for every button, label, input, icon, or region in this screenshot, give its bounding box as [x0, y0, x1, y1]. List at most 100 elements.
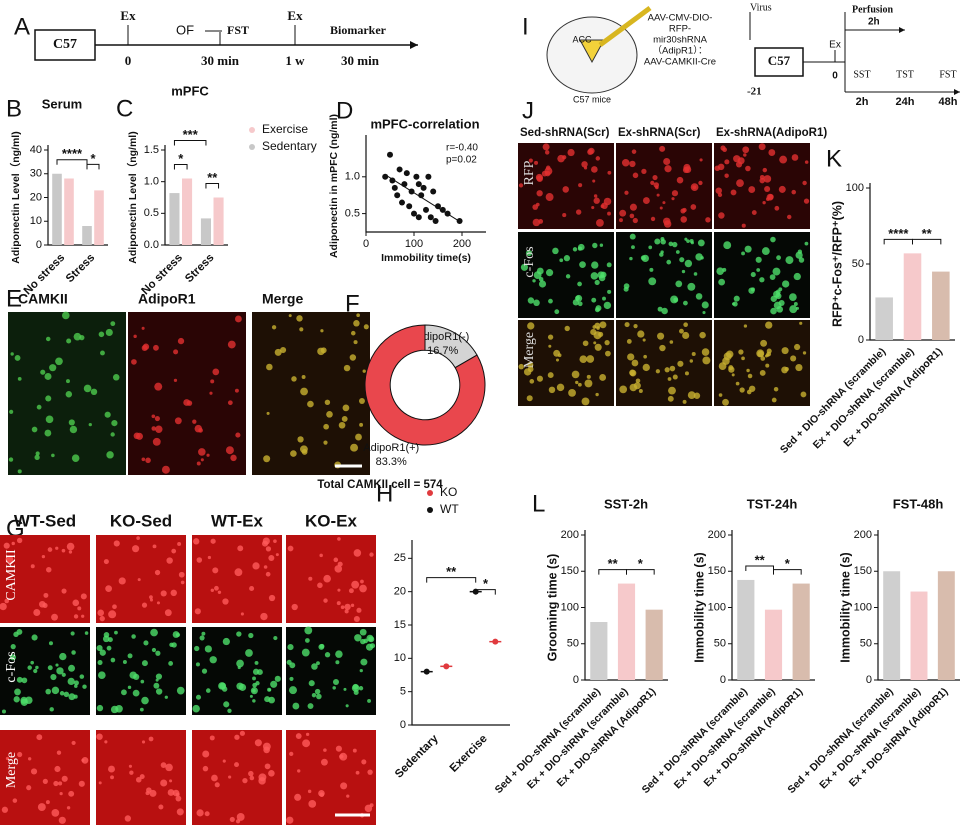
cell	[252, 682, 257, 688]
cell	[41, 554, 46, 559]
cell	[355, 770, 360, 775]
cell	[121, 689, 127, 696]
cell	[240, 612, 244, 616]
cell	[772, 267, 781, 276]
label: Virus	[750, 2, 772, 13]
bar	[590, 622, 608, 680]
cell	[248, 770, 254, 777]
cell	[598, 331, 604, 337]
cell	[148, 736, 154, 742]
cell	[139, 774, 145, 780]
point	[387, 151, 393, 158]
bar	[932, 271, 950, 340]
cell	[603, 301, 612, 310]
sig-bracket	[205, 183, 220, 189]
cell	[299, 327, 304, 332]
cell	[0, 602, 7, 611]
cell	[359, 422, 364, 427]
cell	[229, 816, 235, 822]
cell	[141, 457, 146, 462]
cell	[595, 156, 601, 161]
cell	[664, 165, 672, 173]
panel-letter: H	[376, 480, 393, 507]
cell	[605, 350, 611, 357]
cell	[40, 369, 46, 375]
cell	[795, 363, 803, 372]
cell	[68, 419, 75, 426]
cell	[743, 324, 748, 328]
cell	[548, 298, 553, 304]
cell	[802, 351, 807, 355]
cell	[66, 806, 71, 810]
syringe	[598, 5, 652, 48]
cell	[149, 789, 157, 797]
cell	[83, 384, 92, 393]
cell	[340, 605, 345, 610]
cell	[669, 365, 676, 372]
cell	[73, 332, 82, 341]
label: 100um	[777, 416, 795, 422]
cell	[771, 397, 777, 403]
label: 0	[125, 53, 132, 68]
cell	[681, 269, 686, 274]
label: （AdipR1）：	[653, 45, 708, 57]
cell	[353, 689, 359, 695]
cell	[207, 555, 212, 560]
cell	[590, 272, 599, 280]
cell	[81, 757, 89, 764]
y-tick-label: 0	[858, 334, 864, 346]
cell	[594, 343, 602, 351]
cell	[638, 388, 643, 393]
cell	[151, 426, 156, 431]
y-tick-label: 150	[561, 565, 579, 577]
cell	[641, 168, 647, 175]
cell	[170, 589, 177, 597]
cell	[556, 383, 565, 392]
cell	[664, 367, 670, 373]
cell	[139, 707, 144, 712]
cell	[319, 553, 323, 558]
cell	[699, 158, 703, 162]
sig-label: **	[446, 564, 457, 579]
cell	[626, 339, 632, 344]
cell	[326, 411, 333, 418]
cell	[25, 696, 33, 704]
cell	[44, 372, 52, 380]
cell	[337, 588, 341, 592]
cell	[564, 325, 570, 332]
panel-letter: B	[6, 95, 22, 122]
cell	[262, 742, 271, 751]
cell	[316, 693, 322, 700]
cell	[152, 437, 161, 446]
cell	[526, 395, 533, 402]
bar	[200, 218, 211, 245]
annotation: p=0.02	[446, 155, 477, 166]
cell	[152, 544, 157, 549]
chart-title: FST-48h	[893, 496, 944, 511]
cell	[607, 211, 611, 216]
row-label: CAMKII	[4, 549, 19, 601]
cell	[168, 661, 174, 666]
cell	[764, 185, 771, 193]
cell	[358, 398, 365, 404]
cell	[629, 160, 636, 168]
cell	[33, 608, 41, 616]
cell	[781, 347, 789, 355]
cell	[268, 688, 272, 692]
cell	[99, 649, 106, 656]
cell	[359, 584, 367, 593]
cell	[254, 660, 259, 665]
cell	[268, 555, 275, 562]
x-tick-label: Exercise	[448, 733, 490, 775]
cell	[301, 648, 310, 657]
cell	[9, 654, 17, 661]
cell	[632, 217, 638, 224]
cell	[765, 363, 770, 368]
y-tick-label: 25	[394, 552, 406, 564]
cell	[748, 186, 756, 193]
cell	[743, 153, 747, 157]
cell	[698, 180, 703, 186]
cell	[10, 644, 16, 650]
label: Ex	[120, 8, 136, 23]
cell	[45, 688, 52, 695]
